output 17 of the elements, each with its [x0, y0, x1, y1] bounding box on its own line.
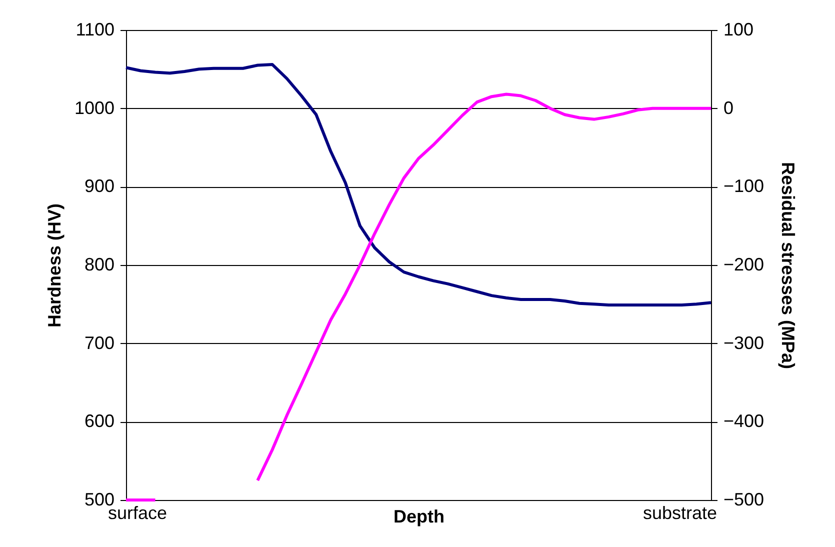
y2-tick-label: −300 — [724, 332, 764, 353]
y-tick-label: 600 — [84, 411, 114, 432]
text: substrate — [642, 503, 717, 523]
y2-axis-title: Residual stresses (MPa) — [778, 162, 798, 370]
y-tick-label: 1000 — [74, 98, 114, 118]
y-tick-label: 700 — [84, 332, 114, 353]
y2-tick-label: −400 — [724, 411, 764, 432]
y-axis-title: Hardness (HV) — [44, 203, 64, 328]
y-tick-label: 900 — [84, 176, 114, 196]
x-axis-title: Depth — [394, 506, 444, 526]
y2-tick-label: −200 — [724, 254, 764, 274]
y2-tick-label: 100 — [724, 20, 754, 40]
y2-tick-label: 0 — [724, 98, 734, 118]
y-tick-label: 800 — [84, 254, 114, 274]
y2-tick-label: −100 — [724, 176, 764, 196]
y-tick-label: 1100 — [76, 20, 114, 40]
y2-tick-label: −500 — [724, 490, 764, 510]
